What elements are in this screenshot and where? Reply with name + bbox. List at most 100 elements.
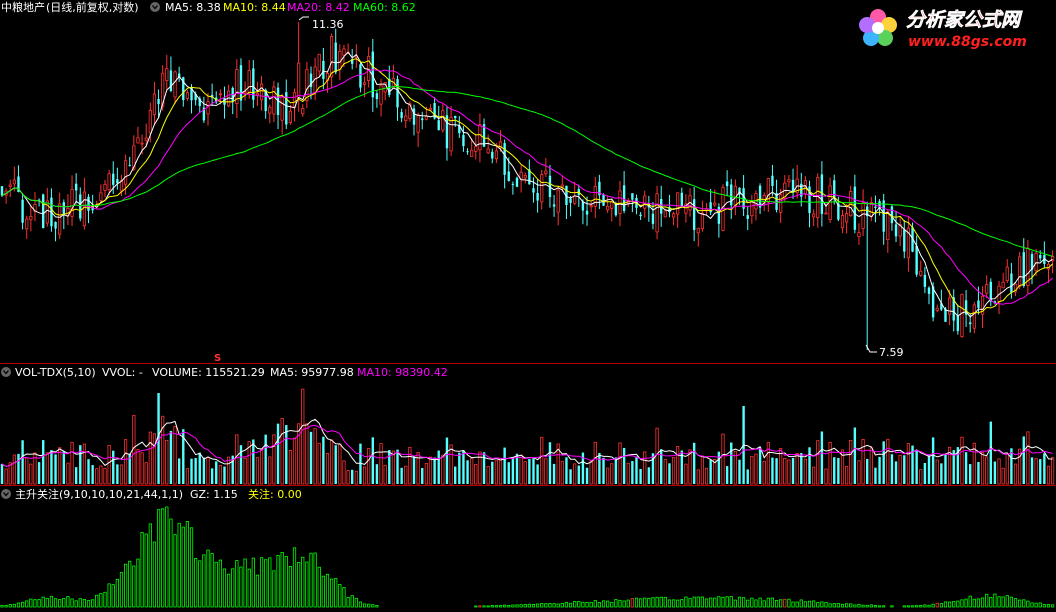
indicator-bar[interactable] — [1038, 602, 1042, 608]
volume-bar[interactable] — [400, 467, 403, 484]
volume-bar[interactable] — [198, 452, 201, 484]
indicator-bar[interactable] — [610, 601, 614, 608]
indicator-bar[interactable] — [1051, 604, 1055, 608]
indicator-bar[interactable] — [210, 553, 214, 608]
indicator-bar[interactable] — [288, 566, 293, 608]
candle[interactable] — [717, 203, 721, 238]
indicator-bar[interactable] — [721, 596, 725, 608]
indicator-bar[interactable] — [597, 602, 602, 608]
candle[interactable] — [29, 205, 33, 232]
indicator-bar[interactable] — [960, 599, 964, 608]
indicator-bar[interactable] — [663, 596, 667, 608]
volume-bar[interactable] — [148, 431, 152, 485]
volume-bar[interactable] — [21, 440, 24, 484]
volume-bar[interactable] — [845, 466, 849, 485]
indicator-bar[interactable] — [156, 509, 161, 608]
indicator-bar[interactable] — [325, 573, 330, 608]
volume-bar[interactable] — [317, 442, 321, 485]
candle[interactable] — [593, 176, 597, 219]
candle[interactable] — [746, 206, 749, 231]
indicator-bar[interactable] — [1034, 602, 1038, 608]
candle[interactable] — [1013, 283, 1018, 297]
volume-bar[interactable] — [688, 449, 692, 485]
volume-bar[interactable] — [25, 457, 29, 485]
volume-bar[interactable] — [342, 460, 346, 485]
volume-bar[interactable] — [255, 457, 260, 485]
volume-bar[interactable] — [631, 461, 634, 484]
volume-bar[interactable] — [268, 456, 272, 485]
volume-bar[interactable] — [226, 456, 231, 485]
indicator-bar[interactable] — [643, 597, 647, 608]
volume-bar[interactable] — [190, 458, 193, 484]
volume-bar[interactable] — [50, 450, 53, 484]
volume-bar[interactable] — [676, 446, 680, 485]
indicator-bar[interactable] — [766, 597, 770, 608]
indicator-bar[interactable] — [53, 598, 58, 608]
candle[interactable] — [585, 196, 589, 226]
candle[interactable] — [573, 181, 577, 206]
indicator-bar[interactable] — [20, 601, 25, 608]
volume-bar[interactable] — [812, 466, 816, 485]
candle[interactable] — [808, 180, 811, 228]
volume-bar[interactable] — [730, 442, 733, 484]
candle[interactable] — [107, 169, 111, 196]
candle[interactable] — [132, 135, 136, 171]
indicator-bar[interactable] — [523, 604, 527, 608]
volume-bar[interactable] — [820, 431, 824, 484]
candle[interactable] — [565, 185, 568, 220]
candle[interactable] — [288, 104, 293, 125]
indicator-bar[interactable] — [655, 596, 659, 608]
volume-bar[interactable] — [215, 461, 218, 484]
volume-bar[interactable] — [523, 461, 527, 485]
candle[interactable] — [474, 133, 478, 160]
volume-bar[interactable] — [771, 457, 774, 484]
candle[interactable] — [334, 28, 337, 75]
volume-bar[interactable] — [700, 455, 705, 485]
volume-bar[interactable] — [12, 454, 16, 485]
volume-bar[interactable] — [610, 463, 614, 485]
volume-bar[interactable] — [280, 418, 284, 485]
indicator-bar[interactable] — [729, 596, 733, 608]
indicator-bar[interactable] — [16, 602, 21, 608]
indicator-bar[interactable] — [243, 558, 247, 608]
volume-bar[interactable] — [107, 444, 111, 485]
volume-bar[interactable] — [334, 445, 337, 484]
volume-bar[interactable] — [944, 454, 947, 484]
indicator-bar[interactable] — [49, 595, 54, 608]
indicator-bar[interactable] — [989, 596, 993, 608]
volume-bar[interactable] — [532, 458, 535, 484]
candle[interactable] — [1001, 272, 1005, 289]
volume-bar[interactable] — [671, 457, 676, 485]
volume-bar[interactable] — [243, 457, 247, 485]
volume-bar[interactable] — [536, 464, 539, 484]
volume-bar[interactable] — [725, 466, 729, 484]
candle[interactable] — [421, 111, 424, 130]
volume-bar[interactable] — [474, 464, 478, 485]
indicator-bar[interactable] — [700, 596, 705, 608]
indicator-bar[interactable] — [115, 578, 119, 608]
candle[interactable] — [4, 188, 8, 204]
indicator-bar[interactable] — [375, 605, 379, 608]
candle[interactable] — [1043, 241, 1046, 269]
volume-panel[interactable] — [0, 388, 1055, 485]
volume-bar[interactable] — [91, 465, 94, 484]
volume-bar[interactable] — [577, 465, 580, 484]
indicator-bar[interactable] — [498, 605, 503, 608]
candle[interactable] — [58, 192, 62, 239]
volume-bar[interactable] — [511, 457, 515, 484]
indicator-bar[interactable] — [1018, 599, 1022, 608]
indicator-bar[interactable] — [132, 565, 136, 608]
candle[interactable] — [700, 200, 705, 232]
candle[interactable] — [223, 86, 226, 119]
candle[interactable] — [598, 174, 601, 210]
volume-bar[interactable] — [482, 452, 486, 484]
candle[interactable] — [676, 192, 680, 228]
indicator-bar[interactable] — [503, 604, 507, 608]
candle[interactable] — [923, 267, 927, 294]
volume-bar[interactable] — [421, 467, 424, 484]
indicator-bar[interactable] — [589, 601, 593, 608]
candle[interactable] — [74, 173, 78, 204]
indicator-bar[interactable] — [737, 596, 742, 608]
candle[interactable] — [128, 156, 131, 167]
candle[interactable] — [503, 139, 506, 189]
